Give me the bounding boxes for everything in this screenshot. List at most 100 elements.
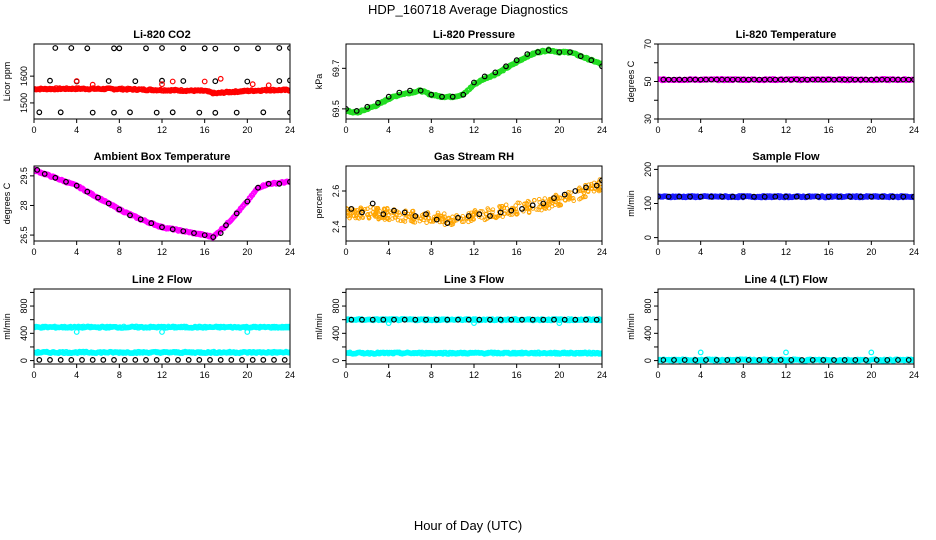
data-point — [820, 357, 827, 363]
data-point — [471, 217, 476, 222]
data-point — [476, 211, 483, 218]
x-tick-label: 4 — [698, 125, 703, 135]
data-point — [836, 193, 843, 200]
data-point — [260, 109, 267, 116]
data-point — [708, 193, 715, 200]
chart-title: Li-820 Temperature — [736, 29, 837, 41]
data-point — [581, 190, 587, 196]
data-point — [708, 76, 715, 83]
data-point — [271, 357, 277, 363]
data-point — [825, 76, 832, 83]
y-tick-label: 0 — [643, 235, 653, 240]
data-point — [433, 216, 440, 223]
data-point — [665, 193, 672, 200]
data-point — [233, 109, 240, 116]
y-tick-label: 30 — [643, 114, 653, 124]
data-point — [777, 76, 784, 83]
series-1 — [348, 177, 602, 227]
data-point — [395, 217, 401, 223]
y-tick-label: 2.4 — [331, 220, 341, 233]
data-point — [863, 76, 869, 83]
data-point — [79, 357, 85, 363]
data-point — [593, 182, 600, 189]
data-point — [386, 217, 392, 223]
data-point — [440, 214, 446, 220]
data-point — [354, 207, 360, 213]
data-point — [471, 212, 477, 218]
series-0 — [346, 177, 602, 227]
data-point — [513, 57, 520, 64]
data-point — [212, 109, 219, 116]
data-point — [852, 357, 859, 363]
y-axis-label: ml/min — [626, 190, 636, 217]
data-point — [116, 206, 123, 213]
data-point — [287, 45, 290, 51]
data-point — [397, 212, 402, 218]
data-point — [540, 316, 547, 323]
data-point — [105, 78, 112, 84]
data-point — [524, 51, 531, 57]
chart-line4-flow: Line 4 (LT) Flow 0 4 8 12 16 20 24 0 400 800 ml/min — [626, 274, 919, 380]
series-0 — [34, 323, 290, 331]
data-point — [761, 76, 768, 83]
x-tick-label: 20 — [242, 247, 252, 257]
data-point — [377, 214, 382, 220]
data-point — [396, 89, 403, 96]
data-point — [583, 194, 588, 200]
data-point — [783, 349, 789, 356]
x-tick-label: 8 — [741, 247, 746, 257]
data-point — [713, 357, 720, 363]
data-point — [494, 214, 499, 220]
y-tick-label: 2.6 — [331, 185, 341, 198]
data-point — [868, 349, 875, 356]
y-axis-label: degrees C — [626, 60, 636, 102]
y-tick-label: 100 — [643, 196, 653, 211]
data-point — [561, 316, 568, 323]
series-1 — [34, 348, 290, 357]
y-axis-label: percent — [314, 188, 324, 219]
chart-li820-temperature: Li-820 Temperature 0 4 8 12 16 20 24 30 50 70 degre… — [626, 29, 919, 135]
data-point — [348, 205, 355, 212]
data-point — [676, 76, 683, 83]
chart-ambient-box-temperature: Ambient Box Temperature 0 4 8 12 16 20 24 26.5 28… — [2, 151, 295, 257]
y-tick-label: 200 — [643, 162, 653, 177]
data-point — [857, 193, 864, 200]
x-tick-label: 20 — [866, 247, 876, 257]
data-point — [191, 230, 197, 237]
data-point — [153, 109, 160, 116]
y-tick-label: 400 — [331, 326, 341, 341]
x-tick-label: 8 — [741, 370, 746, 380]
x-tick-label: 16 — [824, 125, 834, 135]
data-point — [793, 193, 800, 200]
data-point — [900, 76, 907, 83]
data-point — [900, 193, 907, 200]
data-point — [492, 69, 499, 76]
chart-title: Ambient Box Temperature — [94, 151, 231, 163]
x-tick-label: 16 — [200, 247, 210, 257]
x-tick-label: 4 — [386, 247, 391, 257]
data-point — [448, 218, 454, 224]
y-tick-label: 1500 — [19, 93, 29, 113]
y-axis-label: Licor ppm — [2, 62, 12, 102]
data-point — [905, 76, 912, 83]
data-point — [353, 213, 359, 219]
data-point — [159, 45, 165, 51]
data-point — [143, 45, 149, 52]
data-point — [287, 109, 290, 116]
data-point — [497, 204, 502, 209]
data-point — [831, 357, 837, 363]
series-0 — [34, 166, 290, 241]
data-point — [201, 45, 208, 52]
data-point — [391, 316, 397, 323]
series-1 — [660, 76, 914, 83]
data-point — [745, 76, 752, 83]
data-point — [148, 220, 155, 227]
x-tick-label: 16 — [824, 247, 834, 257]
x-tick-label: 20 — [554, 247, 564, 257]
data-point — [212, 78, 219, 85]
x-tick-label: 0 — [655, 125, 660, 135]
data-point — [359, 209, 365, 216]
y-axis-label: ml/min — [314, 313, 324, 340]
data-point — [508, 316, 515, 323]
data-point — [207, 357, 213, 363]
